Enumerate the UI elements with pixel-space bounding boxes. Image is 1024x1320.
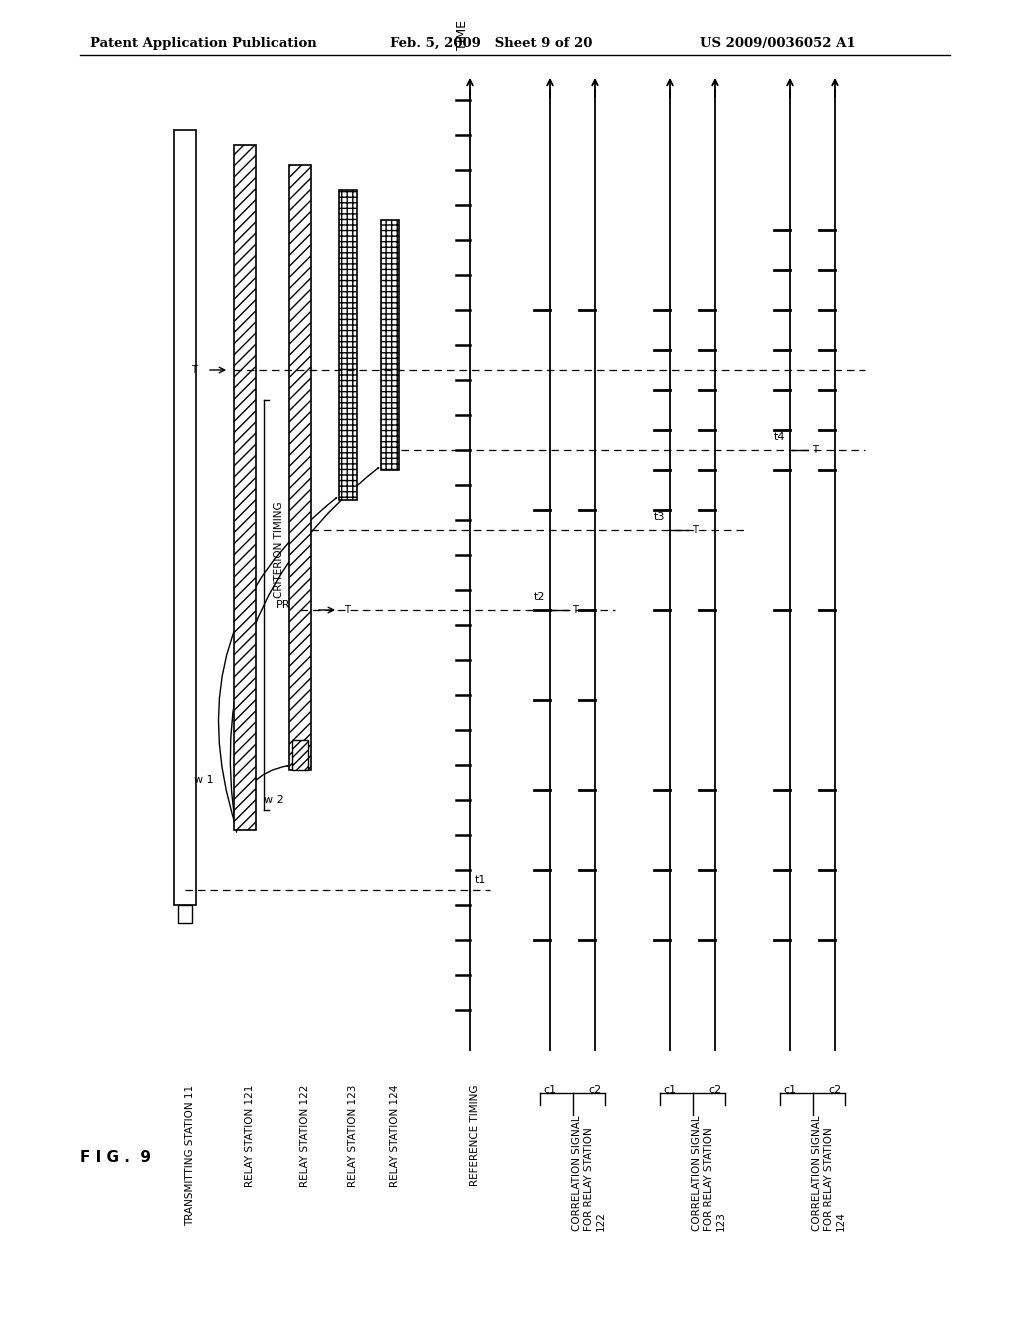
Text: c2: c2 xyxy=(589,1085,602,1096)
Text: t3: t3 xyxy=(653,512,665,521)
Text: CRITERION TIMING: CRITERION TIMING xyxy=(274,502,284,598)
Bar xyxy=(289,165,311,770)
Text: TRANSMITTING STATION 11: TRANSMITTING STATION 11 xyxy=(185,1085,195,1226)
Bar xyxy=(292,741,308,770)
Text: REFERENCE TIMING: REFERENCE TIMING xyxy=(470,1085,480,1187)
Bar xyxy=(381,220,399,470)
Text: CORRELATION SIGNAL
FOR RELAY STATION
124: CORRELATION SIGNAL FOR RELAY STATION 124 xyxy=(812,1115,846,1230)
Text: RELAY STATION 123: RELAY STATION 123 xyxy=(348,1085,358,1188)
Text: Feb. 5, 2009   Sheet 9 of 20: Feb. 5, 2009 Sheet 9 of 20 xyxy=(390,37,592,50)
Text: RELAY STATION 121: RELAY STATION 121 xyxy=(245,1085,255,1188)
Bar xyxy=(178,906,193,923)
Text: t4: t4 xyxy=(773,432,785,442)
Text: PR: PR xyxy=(276,601,291,610)
Text: w 1: w 1 xyxy=(195,775,214,785)
Text: c1: c1 xyxy=(664,1085,677,1096)
Text: w 2: w 2 xyxy=(264,795,284,805)
Text: c1: c1 xyxy=(783,1085,797,1096)
Text: US 2009/0036052 A1: US 2009/0036052 A1 xyxy=(700,37,856,50)
FancyArrowPatch shape xyxy=(238,766,288,822)
Text: CORRELATION SIGNAL
FOR RELAY STATION
123: CORRELATION SIGNAL FOR RELAY STATION 123 xyxy=(692,1115,726,1230)
Text: F I G .  9: F I G . 9 xyxy=(80,1150,151,1166)
Text: CORRELATION SIGNAL
FOR RELAY STATION
122: CORRELATION SIGNAL FOR RELAY STATION 122 xyxy=(572,1115,606,1230)
FancyArrowPatch shape xyxy=(218,498,337,828)
Bar xyxy=(174,129,196,906)
Text: T: T xyxy=(572,605,578,615)
Text: c1: c1 xyxy=(544,1085,557,1096)
Text: RELAY STATION 122: RELAY STATION 122 xyxy=(300,1085,310,1188)
Bar xyxy=(339,190,357,500)
Text: T: T xyxy=(191,366,197,375)
Text: t2: t2 xyxy=(534,591,545,602)
FancyArrowPatch shape xyxy=(230,467,379,832)
Text: RELAY STATION 124: RELAY STATION 124 xyxy=(390,1085,400,1188)
Bar xyxy=(234,145,256,830)
Text: t1: t1 xyxy=(475,875,486,884)
Text: T: T xyxy=(344,605,350,615)
Text: TIME: TIME xyxy=(456,20,469,50)
Text: T: T xyxy=(692,525,698,535)
Text: c2: c2 xyxy=(709,1085,722,1096)
Text: c2: c2 xyxy=(828,1085,842,1096)
Text: T: T xyxy=(812,445,818,455)
Text: Patent Application Publication: Patent Application Publication xyxy=(90,37,316,50)
